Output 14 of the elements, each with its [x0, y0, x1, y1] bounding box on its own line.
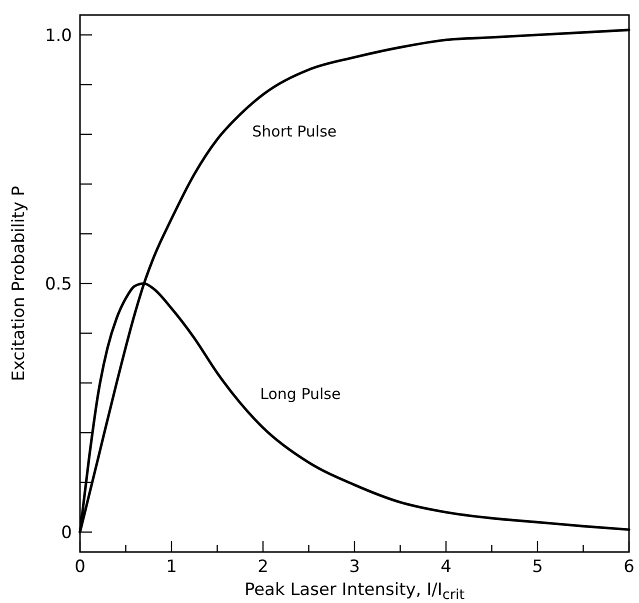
- y-tick-label: 0: [61, 523, 72, 544]
- y-axis-title: Excitation Probability P: [9, 186, 29, 382]
- series-label: Short Pulse: [252, 122, 337, 140]
- x-tick-label: 5: [532, 557, 543, 577]
- x-axis-title: Peak Laser Intensity, I/I$_{crit}$: [244, 580, 465, 603]
- y-tick-label: 1.0: [44, 26, 72, 46]
- series-label: Long Pulse: [260, 384, 341, 403]
- x-tick-label: 1: [166, 557, 177, 577]
- x-tick-label: 6: [624, 557, 634, 577]
- x-tick-label: 4: [440, 557, 452, 577]
- x-tick-label: 0: [74, 557, 86, 577]
- x-tick-label: 2: [258, 557, 268, 577]
- y-tick-label: 0.5: [44, 274, 72, 294]
- x-tick-label: 3: [349, 557, 360, 577]
